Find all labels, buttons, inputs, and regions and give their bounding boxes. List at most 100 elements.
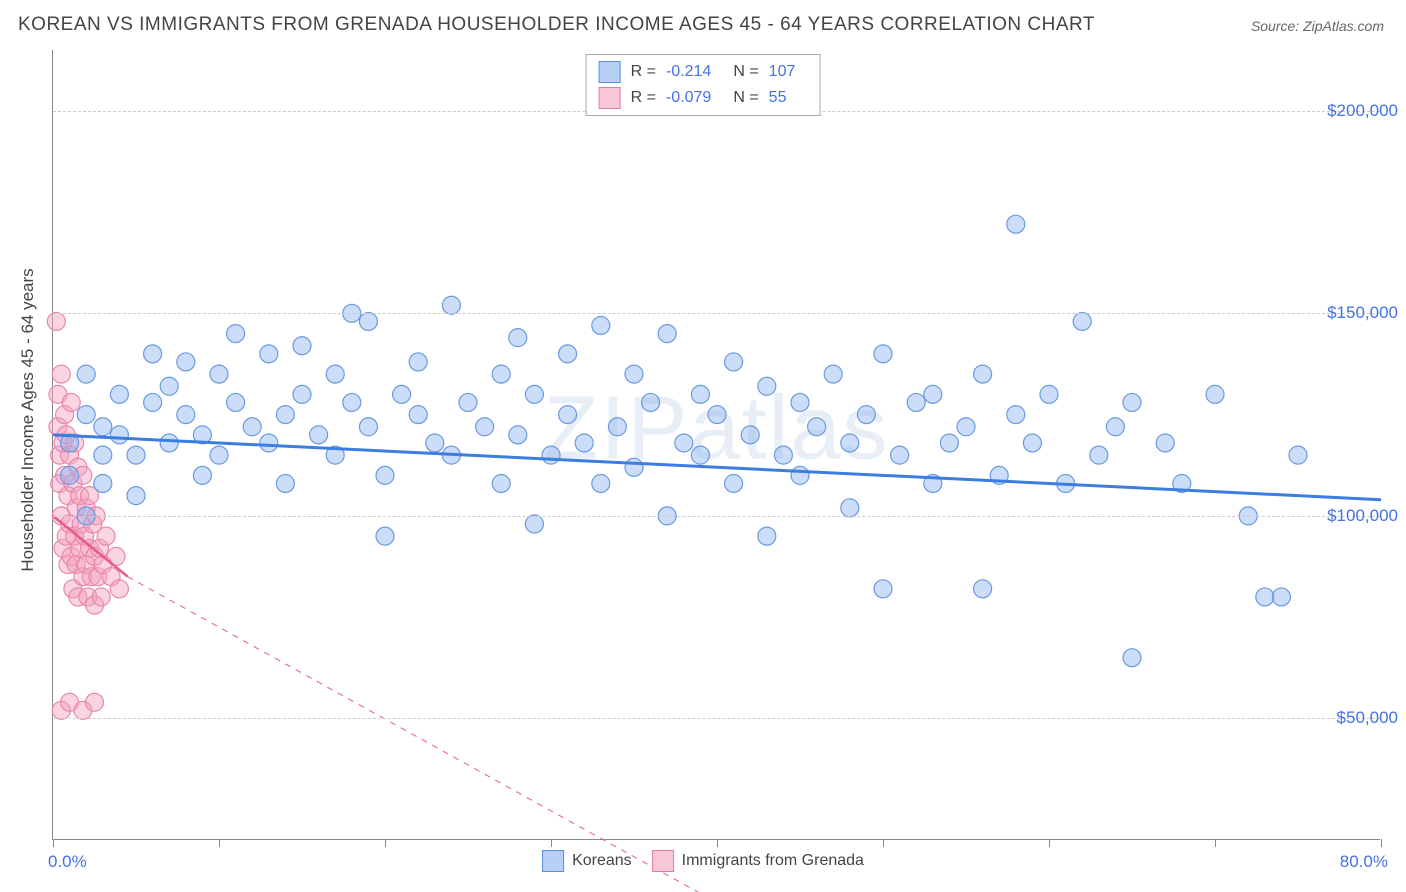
data-point bbox=[110, 426, 128, 444]
data-point bbox=[210, 365, 228, 383]
n-label: N = bbox=[733, 89, 758, 107]
data-point bbox=[359, 418, 377, 436]
x-axis-max-label: 80.0% bbox=[1340, 852, 1388, 872]
data-point bbox=[625, 365, 643, 383]
x-tick bbox=[219, 839, 220, 847]
legend-swatch bbox=[652, 850, 674, 872]
data-point bbox=[957, 418, 975, 436]
data-point bbox=[409, 406, 427, 424]
data-point bbox=[608, 418, 626, 436]
r-label: R = bbox=[631, 63, 656, 81]
data-point bbox=[907, 393, 925, 411]
data-point bbox=[227, 325, 245, 343]
data-point bbox=[193, 466, 211, 484]
data-point bbox=[874, 345, 892, 363]
trend-line-extrapolated bbox=[128, 577, 751, 892]
data-point bbox=[891, 446, 909, 464]
n-value: 107 bbox=[769, 63, 796, 81]
data-point bbox=[1272, 588, 1290, 606]
correlation-stats-legend: R =-0.214N =107R =-0.079N =55 bbox=[586, 54, 821, 116]
data-point bbox=[376, 466, 394, 484]
data-point bbox=[177, 406, 195, 424]
data-point bbox=[841, 434, 859, 452]
x-tick bbox=[551, 839, 552, 847]
data-point bbox=[52, 365, 70, 383]
data-point bbox=[808, 418, 826, 436]
data-point bbox=[509, 426, 527, 444]
y-tick-label: $150,000 bbox=[1327, 303, 1398, 323]
data-point bbox=[144, 345, 162, 363]
data-point bbox=[276, 474, 294, 492]
data-point bbox=[62, 393, 80, 411]
plot-area: ZIPatlas bbox=[52, 50, 1380, 840]
x-tick bbox=[385, 839, 386, 847]
y-tick-label: $200,000 bbox=[1327, 101, 1398, 121]
data-point bbox=[77, 365, 95, 383]
data-point bbox=[77, 406, 95, 424]
r-value: -0.079 bbox=[666, 89, 711, 107]
data-point bbox=[592, 316, 610, 334]
data-point bbox=[559, 345, 577, 363]
data-point bbox=[691, 385, 709, 403]
data-point bbox=[691, 446, 709, 464]
data-point bbox=[376, 527, 394, 545]
data-point bbox=[791, 393, 809, 411]
stats-row: R =-0.214N =107 bbox=[599, 59, 808, 85]
chart-container: KOREAN VS IMMIGRANTS FROM GRENADA HOUSEH… bbox=[0, 0, 1406, 892]
data-point bbox=[94, 474, 112, 492]
data-point bbox=[725, 353, 743, 371]
trend-line bbox=[53, 435, 1381, 500]
data-point bbox=[409, 353, 427, 371]
data-point bbox=[1156, 434, 1174, 452]
data-point bbox=[758, 377, 776, 395]
gridline bbox=[53, 516, 1380, 517]
x-tick bbox=[1049, 839, 1050, 847]
data-point bbox=[841, 499, 859, 517]
n-label: N = bbox=[733, 63, 758, 81]
data-point bbox=[276, 406, 294, 424]
data-point bbox=[874, 580, 892, 598]
stats-row: R = -0.079 N = 55 bbox=[599, 85, 808, 111]
scatter-plot-svg bbox=[53, 50, 1380, 839]
data-point bbox=[86, 693, 104, 711]
data-point bbox=[144, 393, 162, 411]
data-point bbox=[575, 434, 593, 452]
data-point bbox=[393, 385, 411, 403]
data-point bbox=[94, 446, 112, 464]
series-legend: KoreansImmigrants from Grenada bbox=[542, 850, 864, 872]
data-point bbox=[227, 393, 245, 411]
data-point bbox=[160, 377, 178, 395]
data-point bbox=[97, 527, 115, 545]
data-point bbox=[974, 580, 992, 598]
data-point bbox=[675, 434, 693, 452]
r-label: R = bbox=[631, 89, 656, 107]
data-point bbox=[61, 466, 79, 484]
data-point bbox=[260, 434, 278, 452]
y-axis-label: Householder Income Ages 45 - 64 years bbox=[18, 268, 38, 571]
data-point bbox=[559, 406, 577, 424]
data-point bbox=[359, 312, 377, 330]
data-point bbox=[1123, 649, 1141, 667]
data-point bbox=[492, 365, 510, 383]
data-point bbox=[1007, 406, 1025, 424]
data-point bbox=[1090, 446, 1108, 464]
data-point bbox=[1289, 446, 1307, 464]
data-point bbox=[476, 418, 494, 436]
y-tick-label: $50,000 bbox=[1337, 708, 1398, 728]
data-point bbox=[1206, 385, 1224, 403]
gridline bbox=[53, 313, 1380, 314]
legend-swatch bbox=[599, 61, 621, 83]
data-point bbox=[525, 385, 543, 403]
data-point bbox=[293, 385, 311, 403]
data-point bbox=[741, 426, 759, 444]
data-point bbox=[625, 458, 643, 476]
data-point bbox=[642, 393, 660, 411]
gridline bbox=[53, 718, 1380, 719]
data-point bbox=[47, 312, 65, 330]
x-axis-min-label: 0.0% bbox=[48, 852, 87, 872]
data-point bbox=[1040, 385, 1058, 403]
data-point bbox=[177, 353, 195, 371]
data-point bbox=[492, 474, 510, 492]
data-point bbox=[160, 434, 178, 452]
n-value: 55 bbox=[769, 89, 787, 107]
